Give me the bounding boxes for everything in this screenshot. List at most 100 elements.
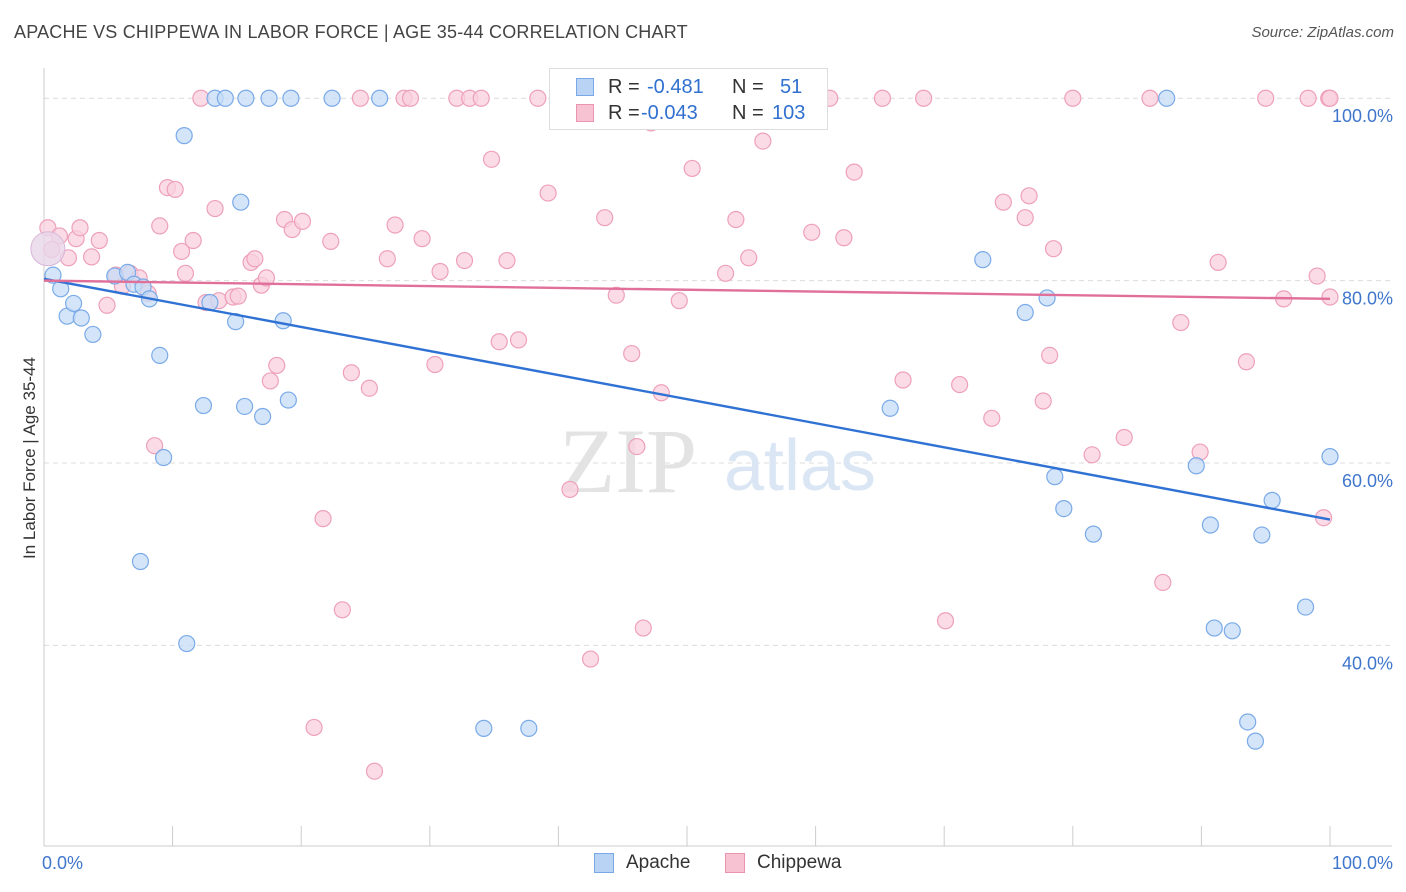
- apache-point: [475, 719, 493, 737]
- chippewa-point: [293, 212, 312, 230]
- chippewa-point: [82, 248, 101, 266]
- apache-point: [371, 89, 389, 107]
- x-tick-label: 0.0%: [42, 853, 83, 873]
- chippewa-point: [1257, 89, 1275, 107]
- chippewa-point: [206, 199, 224, 218]
- chippewa-point: [1308, 267, 1326, 285]
- chippewa-point: [1041, 346, 1059, 364]
- legend-r-value: -0.043: [641, 102, 698, 124]
- chippewa-point: [1172, 313, 1190, 332]
- legend-r-label: R =: [608, 102, 640, 124]
- chippewa-point: [670, 292, 688, 310]
- apache-point: [72, 309, 90, 327]
- legend-swatch-apache: [576, 78, 594, 96]
- chippewa-point: [455, 251, 474, 270]
- apache-point: [131, 552, 150, 571]
- chippewa-point: [1321, 288, 1339, 306]
- watermark-atlas: atlas: [724, 426, 876, 506]
- chippewa-point: [401, 89, 420, 107]
- chippewa-point: [845, 163, 863, 181]
- chippewa-point: [1115, 428, 1133, 447]
- apache-point: [1158, 89, 1176, 107]
- apache-point: [1246, 732, 1265, 750]
- chippewa-point: [1016, 209, 1034, 227]
- chippewa-point: [1209, 253, 1227, 271]
- apache-point: [1321, 448, 1339, 466]
- apache-point: [84, 325, 102, 344]
- chippewa-point: [894, 371, 912, 389]
- tick-labels: 40.0% 60.0% 80.0% 100.0% 0.0% 100.0%: [42, 106, 1393, 873]
- y-tick-label: 60.0%: [1342, 471, 1393, 491]
- chippewa-point: [623, 344, 641, 363]
- apache-point: [1046, 468, 1064, 486]
- legend-n-label: N =: [732, 76, 764, 98]
- chippewa-point: [342, 364, 360, 382]
- apache-point: [282, 89, 300, 107]
- bottom-legend-label-apache: Apache: [626, 852, 691, 873]
- chippewa-point: [173, 242, 191, 261]
- apache-point: [194, 396, 213, 415]
- apache-point: [1016, 303, 1034, 322]
- chippewa-point: [951, 375, 969, 394]
- y-axis-label: In Labor Force | Age 35-44: [20, 357, 39, 559]
- chippewa-point: [257, 269, 276, 287]
- chippewa-point: [151, 217, 169, 235]
- chippewa-point: [145, 437, 164, 455]
- y-tick-label: 40.0%: [1342, 653, 1393, 673]
- apache-point: [178, 634, 196, 653]
- apache-point: [279, 391, 297, 409]
- apache-point: [881, 399, 899, 417]
- chippewa-point: [229, 287, 247, 305]
- series-chippewa: [39, 89, 1339, 780]
- legend-r-label: R =: [608, 76, 640, 98]
- apache-point: [232, 193, 250, 211]
- chippewa-point: [1083, 446, 1101, 464]
- legend-n-value: 51: [780, 76, 803, 98]
- chippewa-point: [716, 264, 735, 282]
- source-label: Source: ZipAtlas.com: [1251, 24, 1394, 41]
- chippewa-point: [1141, 89, 1159, 107]
- apache-point: [1253, 526, 1271, 544]
- chippewa-point: [386, 216, 404, 234]
- apache-point: [520, 719, 538, 737]
- chippewa-point: [561, 480, 579, 499]
- correlation-legend: R = -0.481 N = 51 R = -0.043 N = 103: [549, 68, 828, 130]
- legend-n-label: N =: [732, 102, 764, 124]
- chippewa-point: [1237, 353, 1256, 371]
- chippewa-point: [607, 286, 625, 304]
- watermark: ZIP atlas: [559, 410, 876, 512]
- chippewa-point: [360, 379, 378, 397]
- legend-swatch-chippewa: [576, 104, 594, 122]
- apache-point: [237, 89, 255, 107]
- apache-point: [236, 397, 254, 416]
- chippewa-point: [431, 262, 449, 281]
- chippewa-point: [936, 612, 955, 630]
- chippewa-point: [1154, 573, 1172, 592]
- chippewa-point: [176, 264, 195, 282]
- chippewa-point: [472, 89, 490, 107]
- chippewa-point: [314, 510, 332, 528]
- chippewa-point: [268, 356, 286, 375]
- chippewa-point: [490, 333, 508, 351]
- trend-line-apache: [43, 277, 1331, 521]
- apache-point: [1205, 619, 1223, 637]
- legend-r-value: -0.481: [647, 76, 704, 98]
- chippewa-point: [803, 223, 821, 241]
- chippewa-point: [727, 210, 745, 229]
- apache-point: [323, 89, 341, 107]
- apache-point: [175, 127, 193, 145]
- apache-point: [260, 89, 278, 107]
- chart-title: APACHE VS CHIPPEWA IN LABOR FORCE | AGE …: [14, 22, 688, 42]
- chippewa-point: [754, 132, 772, 150]
- apache-point: [1084, 525, 1102, 543]
- chippewa-point: [539, 184, 557, 202]
- trend-line-chippewa: [43, 279, 1331, 301]
- chippewa-point: [351, 89, 369, 107]
- chippewa-point: [426, 355, 444, 374]
- chippewa-point: [90, 231, 108, 250]
- chippewa-point: [1064, 89, 1082, 107]
- chippewa-point: [983, 409, 1001, 427]
- apache-point: [974, 251, 992, 269]
- chippewa-point: [581, 650, 600, 668]
